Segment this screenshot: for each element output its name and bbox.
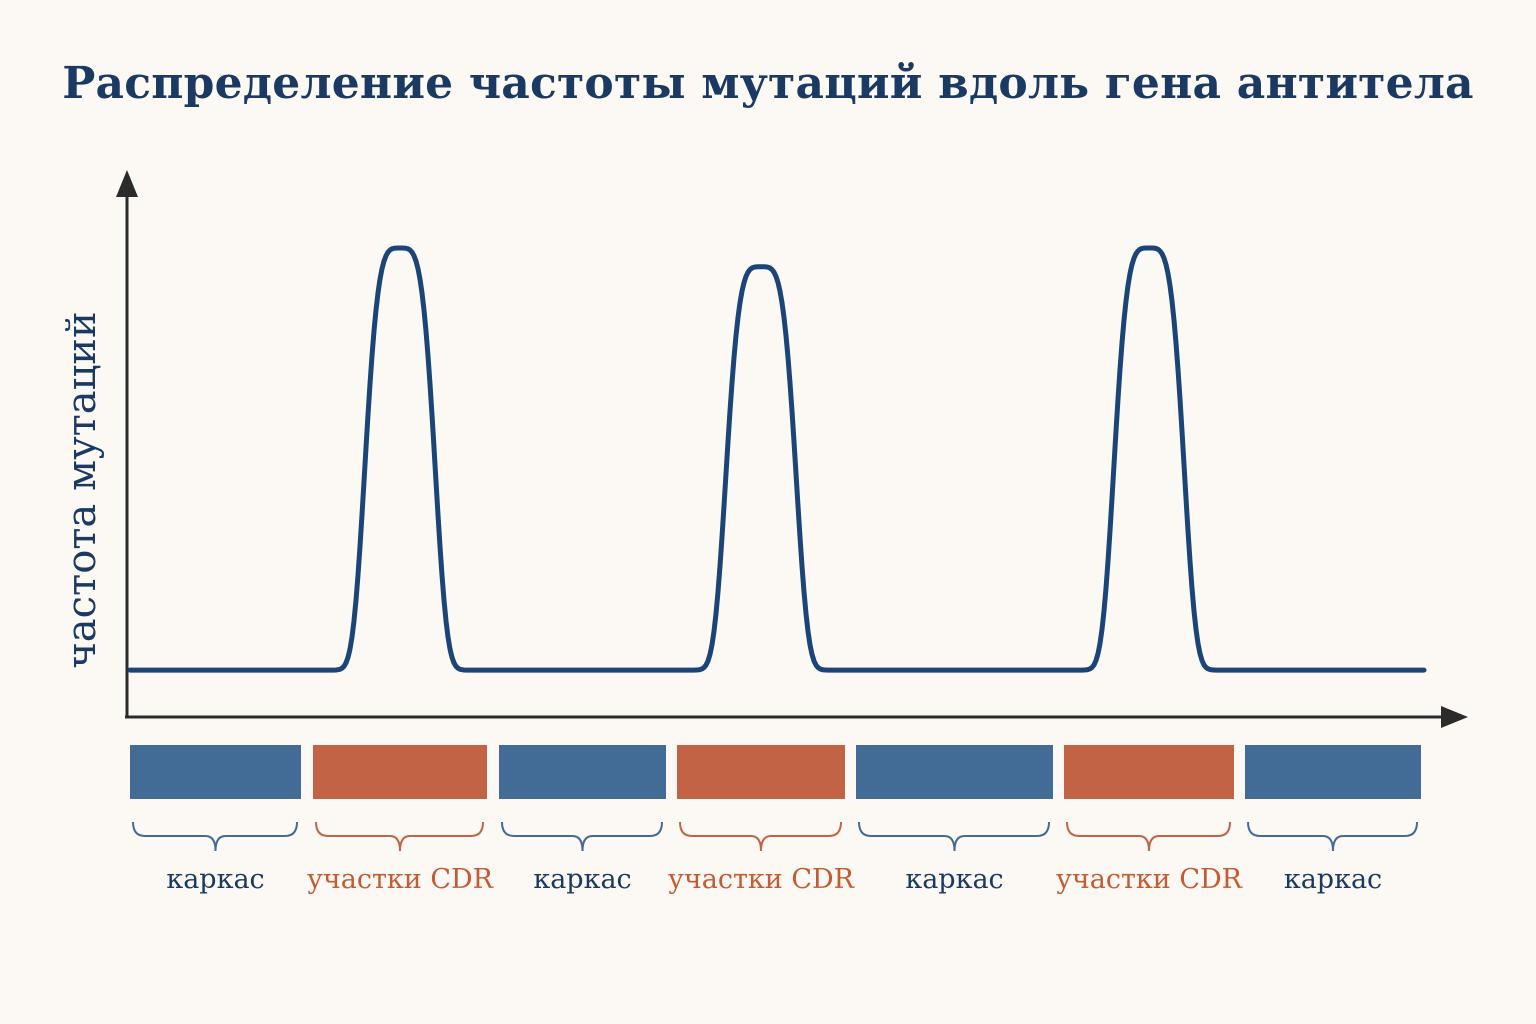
mutation-frequency-curve (127, 245, 1427, 673)
cdr-segment-brace-4 (679, 821, 842, 852)
framework-segment-bar-1 (130, 745, 301, 799)
framework-segment-bar-5 (856, 745, 1053, 799)
cdr-segment-brace-6 (1066, 821, 1231, 852)
framework-segment-label-3: каркас (533, 864, 631, 895)
y-axis-arrowhead (116, 170, 138, 197)
framework-segment-brace-1 (132, 821, 298, 852)
gene-segments: каркас участки CDR каркас участки CDR каркас… (130, 745, 1421, 895)
framework-segment-bar-7 (1245, 745, 1421, 799)
framework-segment-brace-5 (858, 821, 1050, 852)
cdr-segment-label-6: участки CDR (1056, 864, 1243, 895)
axes (116, 170, 1468, 728)
cdr-segment-bar-2 (313, 745, 487, 799)
cdr-segment-label-4: участки CDR (668, 864, 855, 895)
cdr-segment-label-2: участки CDR (307, 864, 494, 895)
diagram-title: Распределение частоты мутаций вдоль гена… (62, 58, 1474, 109)
x-axis-arrowhead (1441, 706, 1468, 728)
cdr-segment-brace-2 (315, 821, 484, 852)
framework-segment-label-5: каркас (905, 864, 1003, 895)
cdr-segment-bar-6 (1064, 745, 1234, 799)
framework-segment-brace-7 (1247, 821, 1418, 852)
framework-segment-bar-3 (499, 745, 666, 799)
framework-segment-label-1: каркас (166, 864, 264, 895)
cdr-segment-bar-4 (677, 745, 845, 799)
framework-segment-brace-3 (501, 821, 663, 852)
framework-segment-label-7: каркас (1284, 864, 1382, 895)
